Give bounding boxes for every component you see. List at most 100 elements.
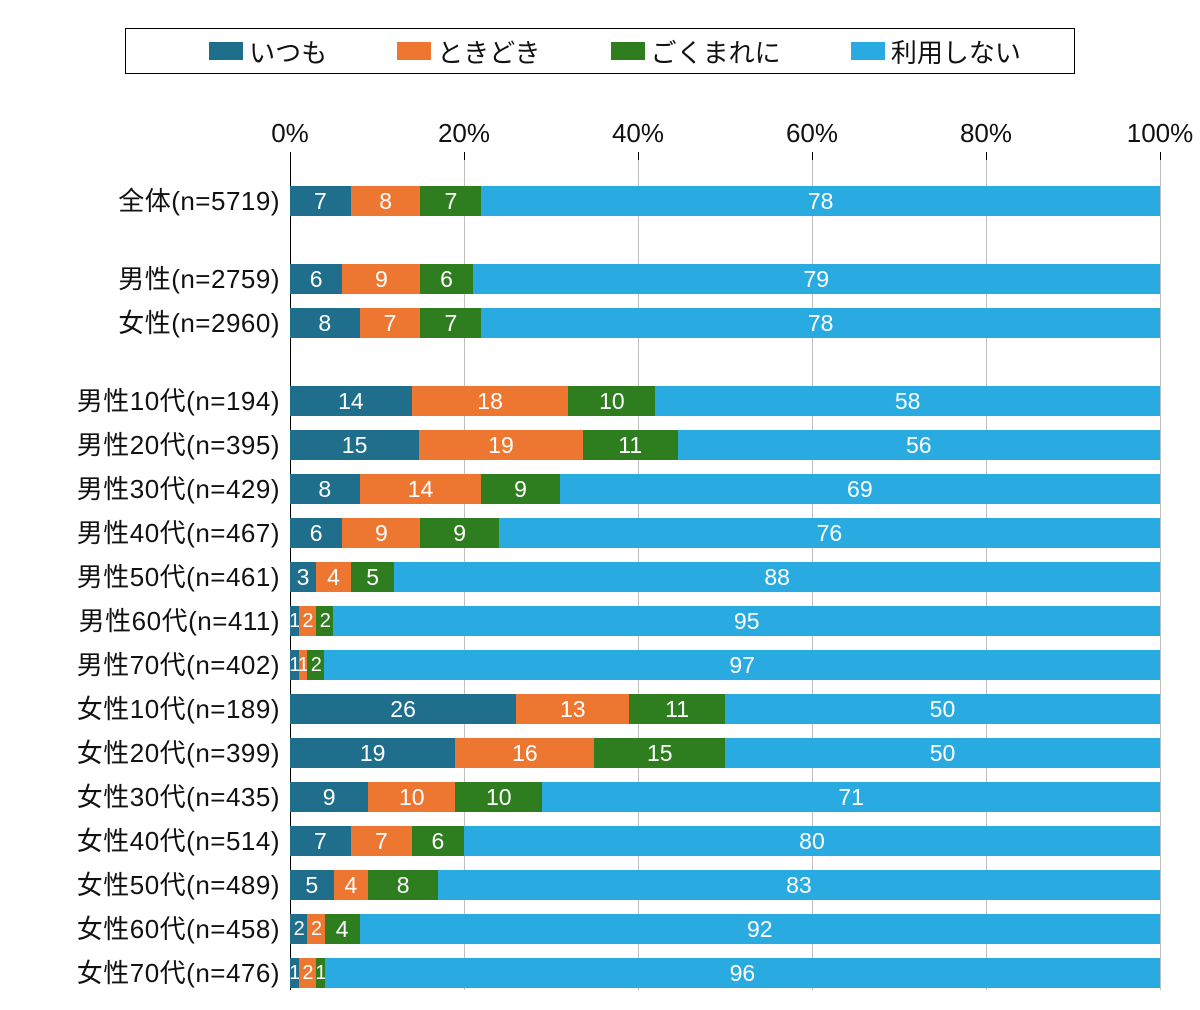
bar-value-label: 14 xyxy=(408,476,434,503)
bar-segment-always: 2 xyxy=(290,914,307,944)
bar-wrap: 69679 xyxy=(290,264,1160,294)
bar-value-label: 8 xyxy=(318,310,331,337)
bar-wrap: 12295 xyxy=(290,606,1160,636)
bar-segment-sometimes: 9 xyxy=(342,264,420,294)
bar-segment-never: 88 xyxy=(394,562,1160,592)
bar-segment-always: 15 xyxy=(290,430,419,460)
x-tick xyxy=(464,152,465,160)
bar-segment-never: 50 xyxy=(725,694,1160,724)
bar-segment-rarely: 2 xyxy=(316,606,333,636)
bar-segment-sometimes: 14 xyxy=(360,474,482,504)
legend-item-sometimes: ときどき xyxy=(397,33,540,70)
category-label: 男性10代(n=194) xyxy=(77,386,280,416)
bar-value-label: 76 xyxy=(817,520,843,547)
bar-segment-sometimes: 4 xyxy=(334,870,369,900)
bar-value-label: 96 xyxy=(730,960,756,987)
bar-wrap: 19161550 xyxy=(290,738,1160,768)
x-tick xyxy=(1160,152,1161,160)
x-tick-label: 80% xyxy=(960,118,1012,149)
bar-value-label: 50 xyxy=(930,740,956,767)
bar-segment-rarely: 5 xyxy=(351,562,395,592)
legend-swatch-never xyxy=(851,42,885,60)
bar-value-label: 56 xyxy=(906,432,932,459)
bar-value-label: 5 xyxy=(305,872,318,899)
bar-row: 54883 xyxy=(290,870,1160,900)
bar-value-label: 11 xyxy=(618,432,642,459)
bar-wrap: 14181058 xyxy=(290,386,1160,416)
bar-value-label: 5 xyxy=(366,564,379,591)
bar-value-label: 26 xyxy=(390,696,416,723)
bar-segment-rarely: 2 xyxy=(307,650,324,680)
bar-value-label: 7 xyxy=(384,310,397,337)
bar-segment-sometimes: 10 xyxy=(368,782,455,812)
bar-value-label: 9 xyxy=(375,520,388,547)
bar-segment-always: 14 xyxy=(290,386,412,416)
bar-segment-sometimes: 4 xyxy=(316,562,351,592)
bar-value-label: 4 xyxy=(345,872,358,899)
bar-value-label: 9 xyxy=(453,520,466,547)
bar-segment-sometimes: 7 xyxy=(351,826,412,856)
bar-value-label: 10 xyxy=(399,784,425,811)
bar-value-label: 2 xyxy=(302,962,312,985)
bar-segment-sometimes: 8 xyxy=(351,186,421,216)
x-tick xyxy=(290,152,291,160)
bar-segment-always: 1 xyxy=(290,958,299,988)
bar-segment-never: 50 xyxy=(725,738,1160,768)
bar-wrap: 814969 xyxy=(290,474,1160,504)
bar-segment-rarely: 6 xyxy=(420,264,472,294)
bar-segment-always: 3 xyxy=(290,562,316,592)
bar-row: 69679 xyxy=(290,264,1160,294)
bar-value-label: 13 xyxy=(560,696,586,723)
bar-row: 12295 xyxy=(290,606,1160,636)
bar-segment-never: 80 xyxy=(464,826,1160,856)
bar-value-label: 4 xyxy=(336,916,349,943)
x-tick-label: 0% xyxy=(271,118,309,149)
bar-value-label: 15 xyxy=(647,740,673,767)
bar-value-label: 92 xyxy=(747,916,773,943)
category-label: 男性(n=2759) xyxy=(118,264,280,294)
x-tick xyxy=(812,152,813,160)
legend-swatch-sometimes xyxy=(397,42,431,60)
bar-value-label: 6 xyxy=(440,266,453,293)
legend-item-always: いつも xyxy=(209,33,327,70)
bar-segment-never: 78 xyxy=(481,186,1160,216)
bar-segment-rarely: 7 xyxy=(420,308,481,338)
bar-row: 78778 xyxy=(290,186,1160,216)
x-tick xyxy=(638,152,639,160)
bar-value-label: 16 xyxy=(512,740,538,767)
x-tick-label: 40% xyxy=(612,118,664,149)
legend-label-sometimes: ときどき xyxy=(437,33,540,70)
legend-swatch-always xyxy=(209,42,243,60)
bar-segment-never: 56 xyxy=(678,430,1160,460)
bar-segment-always: 8 xyxy=(290,474,360,504)
category-label: 女性50代(n=489) xyxy=(77,870,280,900)
bar-segment-rarely: 1 xyxy=(316,958,325,988)
bar-value-label: 9 xyxy=(514,476,527,503)
bar-segment-never: 76 xyxy=(499,518,1160,548)
category-label: 女性20代(n=399) xyxy=(77,738,280,768)
bar-segment-sometimes: 9 xyxy=(342,518,420,548)
bar-segment-always: 1 xyxy=(290,606,299,636)
bar-row: 19161550 xyxy=(290,738,1160,768)
bar-segment-sometimes: 2 xyxy=(307,914,324,944)
bar-value-label: 78 xyxy=(808,188,834,215)
bar-value-label: 97 xyxy=(729,652,755,679)
bar-row: 11297 xyxy=(290,650,1160,680)
bar-segment-never: 71 xyxy=(542,782,1160,812)
bar-segment-rarely: 7 xyxy=(420,186,481,216)
bar-segment-sometimes: 7 xyxy=(360,308,421,338)
legend: いつもときどきごくまれに利用しない xyxy=(125,28,1075,74)
bar-segment-rarely: 4 xyxy=(325,914,360,944)
grid-line xyxy=(1160,160,1161,990)
bar-segment-never: 83 xyxy=(438,870,1160,900)
category-label: 女性40代(n=514) xyxy=(77,826,280,856)
bar-segment-rarely: 9 xyxy=(481,474,559,504)
bar-segment-never: 79 xyxy=(473,264,1160,294)
bar-segment-always: 26 xyxy=(290,694,516,724)
bar-value-label: 15 xyxy=(342,432,368,459)
bar-value-label: 9 xyxy=(375,266,388,293)
category-label: 女性(n=2960) xyxy=(118,308,280,338)
category-label: 男性30代(n=429) xyxy=(77,474,280,504)
bar-row: 77680 xyxy=(290,826,1160,856)
bar-segment-sometimes: 16 xyxy=(455,738,594,768)
